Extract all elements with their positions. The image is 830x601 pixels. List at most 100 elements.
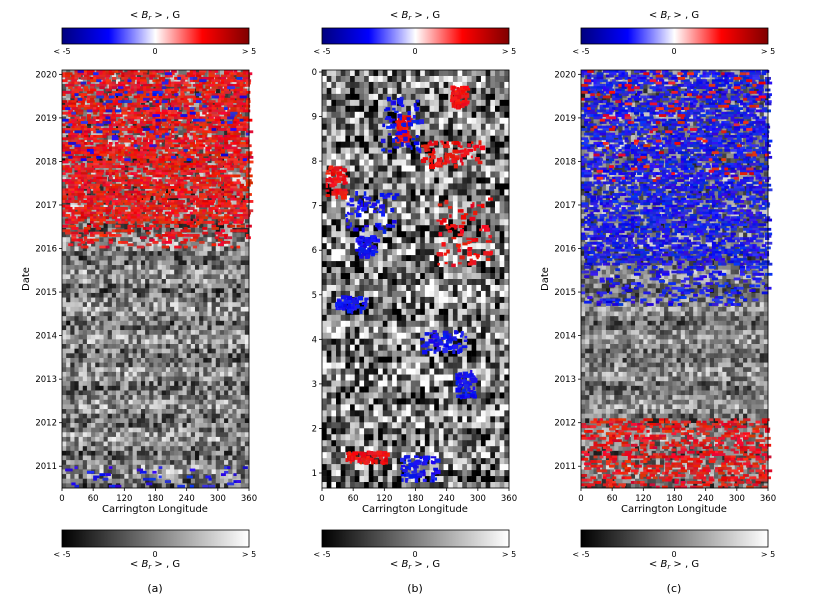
x-axis-label-c: Carrington Longitude <box>621 504 727 515</box>
x-tick-label: 60 <box>348 494 359 504</box>
bottom-colorbar-label-c: < Br > , G <box>649 559 699 571</box>
y-axis-c: 2011 2012 2013 2014 2015 2016 2017 2018 2019 2020 <box>554 70 581 472</box>
y-tick-label: 2019 <box>35 114 57 124</box>
top-colorbar-tick-min-c: < -5 <box>572 47 589 56</box>
top-colorbar-tick-max-b: > 5 <box>502 47 516 56</box>
bottom-colorbar-tick-min-a: < -5 <box>53 550 70 559</box>
y-tick-label: 2011 <box>554 462 576 472</box>
bottom-colorbar-label-a: < Br > , G <box>130 559 180 571</box>
x-tick-label: 0 <box>319 494 324 504</box>
x-tick-label: 240 <box>439 494 455 504</box>
y-tick-label: 2016 <box>35 245 57 255</box>
y-axis-a: 2011 2012 2013 2014 2015 2016 2017 2018 2019 2020 <box>35 70 62 472</box>
x-tick-label: 300 <box>210 494 226 504</box>
bottom-colorbar-a <box>61 529 250 548</box>
y-tick-label: 8 <box>312 157 317 167</box>
bottom-colorbar-tick-min-b: < -5 <box>313 550 330 559</box>
bottom-colorbar-tick-max-c: > 5 <box>761 550 775 559</box>
panel-label-c: (c) <box>667 582 682 595</box>
y-tick-label: 2015 <box>35 288 57 298</box>
x-axis-b: 0 60 120 180 240 300 360 <box>319 488 517 504</box>
heatmap-area-a <box>62 70 254 489</box>
bottom-colorbar-b <box>321 529 510 548</box>
y-tick-label: 0 <box>312 68 317 78</box>
x-tick-label: 240 <box>179 494 195 504</box>
x-tick-label: 360 <box>501 494 517 504</box>
x-tick-label: 120 <box>376 494 392 504</box>
x-axis-a: 0 60 120 180 240 300 360 <box>59 488 257 504</box>
y-tick-label: 2020 <box>35 70 57 80</box>
x-tick-label: 180 <box>147 494 163 504</box>
x-tick-label: 180 <box>666 494 682 504</box>
panel-c: < Br > , G < -5 0 > 5 201120122013201420… <box>540 10 776 595</box>
bottom-colorbar-tick-mid-c: 0 <box>671 550 676 559</box>
panel-label-a: (a) <box>147 582 162 595</box>
x-tick-label: 60 <box>607 494 618 504</box>
heatmap-area-b <box>322 70 510 489</box>
top-colorbar-tick-max-c: > 5 <box>761 47 775 56</box>
top-colorbar-a <box>61 27 250 45</box>
y-tick-label: 2013 <box>554 375 576 385</box>
top-colorbar-b <box>321 27 510 45</box>
y-tick-label: 2014 <box>35 332 57 342</box>
x-tick-label: 360 <box>760 494 776 504</box>
y-tick-label: 2 <box>312 424 317 434</box>
y-tick-label: 2016 <box>554 245 576 255</box>
top-colorbar-tick-max-a: > 5 <box>242 47 256 56</box>
bottom-colorbar-label-b: < Br > , G <box>390 559 440 571</box>
top-colorbar-label-a: < Br > , G <box>130 10 180 22</box>
y-tick-label: 4 <box>312 335 317 345</box>
top-colorbar-tick-min-b: < -5 <box>313 47 330 56</box>
y-tick-label: 2011 <box>35 462 57 472</box>
x-tick-label: 120 <box>635 494 651 504</box>
panel-label-b: (b) <box>407 582 423 595</box>
y-tick-label: 2018 <box>35 157 57 167</box>
bottom-colorbar-tick-mid-b: 0 <box>412 550 417 559</box>
y-tick-label: 9 <box>312 113 317 123</box>
y-tick-label: 2020 <box>554 70 576 80</box>
y-tick-label: 6 <box>312 246 317 256</box>
x-axis-c: 0 60 120 180 240 300 360 <box>578 488 776 504</box>
x-axis-label-b: Carrington Longitude <box>362 504 468 515</box>
y-tick-label: 1 <box>312 469 317 479</box>
top-colorbar-tick-mid-b: 0 <box>412 47 417 56</box>
top-colorbar-label-c: < Br > , G <box>649 10 699 22</box>
y-tick-label: 2015 <box>554 288 576 298</box>
x-tick-label: 180 <box>407 494 423 504</box>
y-tick-label: 2012 <box>35 419 57 429</box>
top-colorbar-tick-mid-c: 0 <box>671 47 676 56</box>
bottom-colorbar-tick-mid-a: 0 <box>152 550 157 559</box>
x-axis-label-a: Carrington Longitude <box>102 504 208 515</box>
y-tick-label: 2014 <box>554 332 576 342</box>
x-tick-label: 60 <box>88 494 99 504</box>
top-colorbar-tick-min-a: < -5 <box>53 47 70 56</box>
x-tick-label: 0 <box>59 494 64 504</box>
top-colorbar-tick-mid-a: 0 <box>152 47 157 56</box>
x-tick-label: 0 <box>578 494 583 504</box>
y-tick-label: 2012 <box>554 419 576 429</box>
y-tick-label: 5 <box>312 291 317 301</box>
y-tick-label: 7 <box>312 202 317 212</box>
y-tick-label: 3 <box>312 380 317 390</box>
x-tick-label: 240 <box>698 494 714 504</box>
x-tick-label: 300 <box>729 494 745 504</box>
y-tick-label: 2017 <box>554 201 576 211</box>
y-tick-label: 2018 <box>554 157 576 167</box>
bottom-colorbar-tick-min-c: < -5 <box>572 550 589 559</box>
bottom-colorbar-tick-max-a: > 5 <box>242 550 256 559</box>
y-tick-label: 2017 <box>35 201 57 211</box>
panel-a: < Br > , G < -5 0 > 5 201120122013201420… <box>21 10 257 595</box>
y-axis-b: 0 9 8 7 6 5 4 3 2 1 <box>312 68 322 479</box>
heatmap-area-c <box>581 70 773 489</box>
top-colorbar-c <box>580 27 769 45</box>
y-tick-label: 2019 <box>554 114 576 124</box>
panel-b: < Br > , G < -5 0 > 5 0 9 8 7 6 5 4 3 2 1 0 60 120 1… <box>312 10 518 595</box>
x-tick-label: 120 <box>116 494 132 504</box>
y-tick-label: 2013 <box>35 375 57 385</box>
bottom-colorbar-c <box>580 529 769 548</box>
bottom-colorbar-tick-max-b: > 5 <box>502 550 516 559</box>
y-axis-label-a: Date <box>21 267 32 291</box>
top-colorbar-label-b: < Br > , G <box>390 10 440 22</box>
x-tick-label: 300 <box>470 494 486 504</box>
